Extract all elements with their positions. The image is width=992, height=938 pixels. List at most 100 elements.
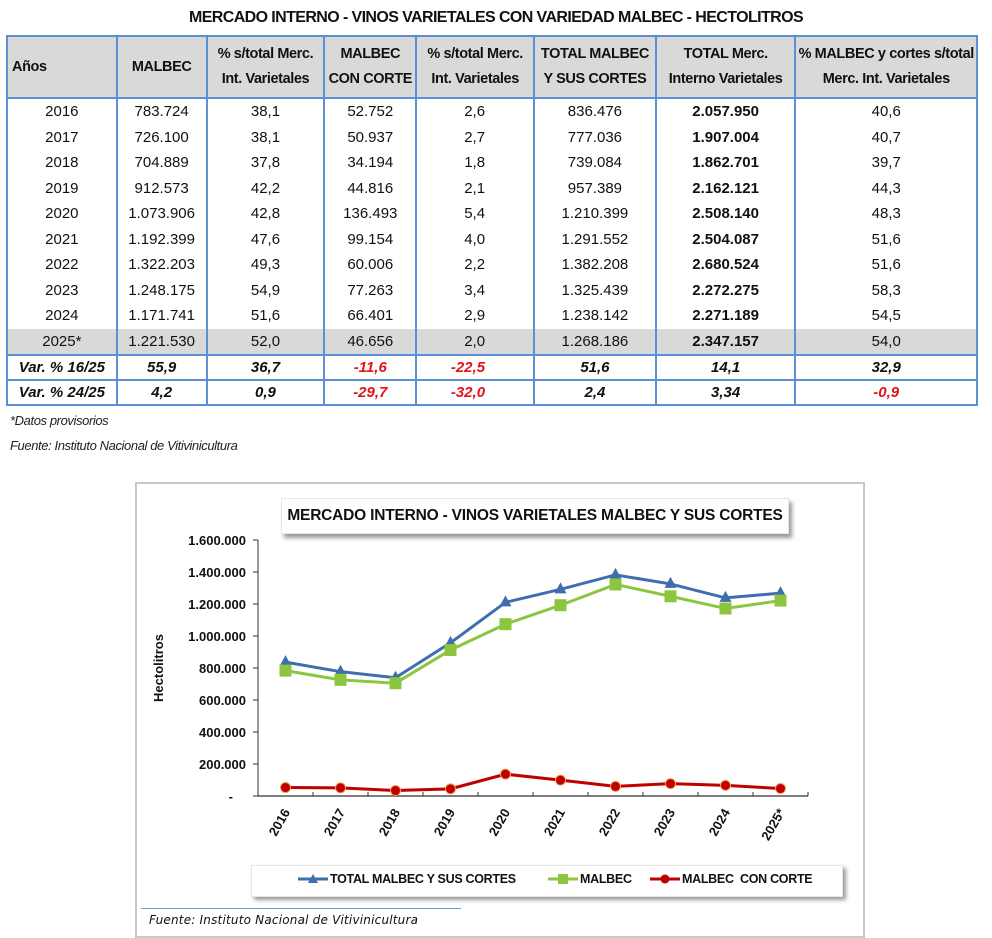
legend-item-malbec: MALBEC (548, 872, 632, 886)
table-row: 2018 704.889 37,8 34.194 1,8 739.084 1.862.701… (6, 150, 978, 176)
table-cell: 739.084 (533, 150, 657, 176)
table-row: 2019 912.573 42,2 44.816 2,1 957.389 2.162.121… (6, 175, 978, 201)
variation-cell: 55,9 (115, 354, 208, 381)
data-point-circle (775, 783, 786, 795)
table-cell: 1,8 (415, 150, 536, 176)
y-tick-label: 200.000 (199, 757, 246, 772)
header-line: Años (12, 58, 47, 75)
x-tick-label: 2022 (596, 806, 623, 839)
table-cell: 2,9 (415, 303, 536, 329)
table-cell: 836.476 (533, 98, 657, 125)
table-cell: 1.248.175 (115, 277, 208, 303)
table-cell: 783.724 (115, 98, 208, 125)
table-row: 2023 1.248.175 54,9 77.263 3,4 1.325.439 2.272… (6, 277, 978, 303)
chart-container: - 200.000 400.000 600.000 800.000 1.000.000 1.… (135, 482, 865, 938)
header-line: Interno Varietales (668, 71, 783, 87)
table-row: 2024 1.171.741 51,6 66.401 2,9 1.238.142 2.271… (6, 303, 978, 329)
data-point-square (719, 602, 732, 615)
table-cell: 51,6 (205, 303, 326, 329)
table-row: 2021 1.192.399 47,6 99.154 4,0 1.291.552 2.504… (6, 226, 978, 252)
table-cell: 2024 (6, 303, 118, 329)
data-point-triangle (279, 655, 292, 667)
table-cell: 2,0 (415, 328, 536, 355)
series-line-0 (285, 573, 781, 680)
table-cell: 48,3 (794, 201, 978, 227)
y-tick-label: 800.000 (199, 661, 246, 676)
variation-cell: 36,7 (205, 354, 326, 381)
header-line: CON CORTE (328, 71, 413, 87)
table-cell: 2.347.157 (654, 328, 797, 355)
table-title: MERCADO INTERNO - VINOS VARIETALES CON V… (188, 9, 804, 26)
table-source: Fuente: Instituto Nacional de Vitivinicu… (10, 438, 238, 453)
variation-row: Var. % 24/25 4,2 0,9 -29,7 -32,0 2,4 3,34 -0,9 (6, 379, 978, 406)
table-cell: 40,6 (794, 98, 978, 125)
chart-axes: - 200.000 400.000 600.000 800.000 1.000.000 1.… (151, 533, 809, 843)
table-cell: 1.210.399 (533, 201, 657, 227)
variation-cell: 14,1 (654, 354, 797, 381)
column-header: % s/total Merc. Int. Varietales (415, 35, 536, 99)
x-tick-label: 2023 (651, 806, 678, 839)
header-line: Merc. Int. Varietales (822, 71, 950, 87)
footnote: *Datos provisorios (10, 413, 109, 428)
series-line-2 (285, 772, 781, 793)
chart-source: Fuente: Instituto Nacional de Vitivinicu… (149, 913, 419, 927)
table-cell: 60.006 (323, 252, 418, 278)
table-cell: 2018 (6, 150, 118, 176)
data-point-square (609, 578, 622, 591)
table-cell: 49,3 (205, 252, 326, 278)
table-cell: 1.325.439 (533, 277, 657, 303)
column-header: % s/total Merc. Int. Varietales (205, 35, 326, 99)
table-cell: 136.493 (323, 201, 418, 227)
table-row: 2020 1.073.906 42,8 136.493 5,4 1.210.399 2.50… (6, 201, 978, 227)
legend-item-total: TOTAL MALBEC Y SUS CORTES (298, 872, 516, 886)
data-point-triangle (499, 595, 512, 607)
table-cell: 2021 (6, 226, 118, 252)
data-point-square (774, 594, 787, 607)
table-cell: 38,1 (205, 124, 326, 150)
table-cell: 66.401 (323, 303, 418, 329)
table-cell: 912.573 (115, 175, 208, 201)
data-point-circle (500, 768, 511, 780)
header-line: % s/total Merc. (427, 46, 523, 62)
table-cell: 39,7 (794, 150, 978, 176)
data-table: Años MALBEC % s/total Merc. Int. Varietales… (6, 35, 978, 406)
variation-cell: 51,6 (533, 354, 657, 381)
header-line: % s/total Merc. (217, 46, 314, 62)
table-cell: 957.389 (533, 175, 657, 201)
variation-cell: -22,5 (415, 354, 536, 381)
x-tick-label: 2018 (376, 806, 403, 839)
table-row: 2025* 1.221.530 52,0 46.656 2,0 1.268.186 2.34… (6, 328, 978, 355)
table-cell: 704.889 (115, 150, 208, 176)
data-point-square (664, 590, 677, 603)
table-row: 2022 1.322.203 49,3 60.006 2,2 1.382.208 2.680… (6, 252, 978, 278)
table-cell: 1.221.530 (115, 328, 208, 355)
table-row: 2017 726.100 38,1 50.937 2,7 777.036 1.907.004… (6, 124, 978, 150)
legend-item-con-corte: MALBEC CON CORTE (650, 872, 813, 886)
variation-cell: 3,34 (654, 379, 797, 406)
table-cell: 2,6 (415, 98, 536, 125)
table-cell: 37,8 (205, 150, 326, 176)
data-point-square (334, 673, 347, 686)
data-point-triangle (554, 582, 567, 594)
header-line: TOTAL Merc. (683, 46, 769, 62)
data-point-circle (390, 785, 401, 797)
y-axis-title: Hectolitros (151, 634, 166, 702)
table-cell: 51,6 (794, 252, 978, 278)
table-cell: 1.192.399 (115, 226, 208, 252)
series-line-1 (285, 582, 781, 685)
table-cell: 2025* (6, 328, 118, 355)
table-cell: 2019 (6, 175, 118, 201)
table-cell: 38,1 (205, 98, 326, 125)
table-cell: 42,8 (205, 201, 326, 227)
x-tick-label: 2016 (266, 806, 293, 839)
header-line: Int. Varietales (221, 71, 310, 87)
header-line: Y SUS CORTES (543, 71, 647, 87)
x-tick-label: 2020 (486, 806, 513, 839)
data-point-square (499, 618, 512, 631)
variation-cell: -29,7 (323, 379, 418, 406)
table-cell: 52,0 (205, 328, 326, 355)
data-point-square (279, 664, 292, 677)
source-divider (141, 908, 461, 909)
variation-cell: -32,0 (415, 379, 536, 406)
table-cell: 77.263 (323, 277, 418, 303)
